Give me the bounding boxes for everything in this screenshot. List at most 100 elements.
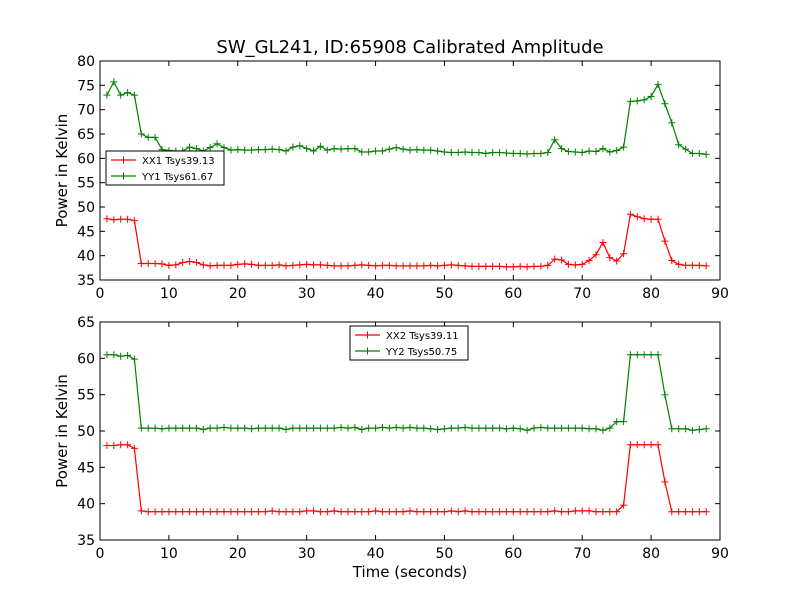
data-point-1-0-64 [544, 508, 552, 516]
data-point-1-1-15 [206, 424, 214, 432]
x-tick-label-1-3: 30 [298, 546, 316, 562]
data-point-1-0-31 [316, 508, 324, 516]
data-point-1-1-48 [434, 426, 442, 433]
x-tick-label-1-5: 50 [436, 546, 454, 562]
data-point-1-1-35 [344, 424, 352, 432]
data-point-1-1-53 [468, 424, 476, 432]
data-point-1-0-69 [578, 507, 586, 515]
data-point-1-1-54 [475, 424, 483, 432]
data-point-1-1-47 [427, 425, 435, 433]
data-point-1-1-36 [351, 423, 359, 431]
data-point-1-0-22 [254, 508, 262, 516]
data-point-0-0-13 [192, 259, 200, 266]
data-point-0-0-52 [461, 262, 469, 270]
data-point-0-1-68 [571, 148, 579, 156]
x-tick-label-1-1: 10 [160, 546, 178, 562]
data-point-0-1-85 [688, 150, 696, 157]
data-point-0-1-23 [261, 146, 269, 154]
data-point-0-1-50 [447, 149, 455, 156]
data-point-0-1-35 [344, 145, 352, 153]
data-point-1-1-22 [254, 424, 262, 432]
data-point-0-0-63 [537, 262, 545, 270]
data-point-1-0-23 [261, 508, 269, 516]
data-point-1-0-58 [502, 508, 510, 516]
data-point-1-0-19 [234, 508, 242, 516]
data-point-0-1-19 [234, 146, 242, 154]
data-point-0-0-54 [475, 262, 483, 270]
data-point-1-0-25 [275, 508, 283, 516]
data-point-1-0-80 [654, 441, 662, 449]
data-point-0-0-5 [137, 260, 145, 267]
data-point-1-1-38 [365, 424, 373, 432]
data-point-0-1-46 [420, 146, 428, 154]
data-point-1-0-5 [137, 507, 145, 515]
data-point-0-0-38 [365, 261, 373, 269]
data-point-0-1-56 [489, 149, 497, 156]
data-point-0-1-80 [654, 80, 662, 88]
legend-label-0-1: YY1 Tsys61.67 [141, 172, 213, 183]
data-point-0-1-66 [558, 145, 566, 153]
data-point-0-0-57 [496, 262, 504, 270]
y-tick-label-1-6: 65 [77, 315, 95, 331]
data-point-0-1-74 [613, 147, 621, 154]
data-point-1-0-3 [124, 441, 132, 449]
data-point-0-1-28 [296, 142, 304, 150]
data-point-1-0-38 [365, 508, 373, 516]
x-tick-label-0-3: 30 [298, 286, 316, 302]
legend-marker-0-1 [120, 172, 127, 180]
data-point-1-1-77 [633, 351, 641, 359]
data-point-0-0-82 [668, 257, 676, 264]
data-point-0-0-53 [468, 262, 476, 270]
data-point-0-0-65 [551, 255, 559, 263]
data-point-0-0-40 [378, 261, 386, 269]
data-point-1-0-33 [330, 507, 338, 515]
data-point-1-0-48 [434, 508, 442, 516]
series-line-0-1 [106, 80, 707, 155]
data-point-0-1-18 [227, 146, 235, 154]
data-point-0-0-45 [413, 262, 421, 270]
data-point-0-0-4 [130, 217, 138, 225]
data-point-1-0-87 [702, 508, 710, 516]
data-point-0-1-25 [275, 146, 283, 154]
data-point-1-1-70 [585, 425, 593, 433]
data-point-1-1-67 [564, 424, 572, 432]
data-point-0-1-86 [695, 150, 703, 157]
data-point-1-0-27 [289, 508, 297, 516]
y-axis-label-0: Power in Kelvin [53, 114, 71, 228]
legend-1: XX2 Tsys39.11 YY2 Tsys50.75 [349, 325, 469, 361]
data-point-0-1-26 [282, 147, 290, 155]
data-point-1-0-86 [695, 508, 703, 516]
data-point-1-1-21 [248, 425, 256, 433]
data-point-1-1-83 [675, 425, 683, 433]
data-point-1-1-85 [688, 426, 696, 434]
data-point-1-1-37 [358, 426, 366, 433]
data-point-1-0-35 [344, 508, 352, 516]
data-point-0-1-36 [351, 145, 359, 153]
y-tick-label-0-3: 50 [77, 200, 95, 216]
top-subplot: 0 10 20 30 40 50 60 70 80 90 35 40 45 50 55 60 65 70 75 80 P… [53, 54, 729, 302]
data-point-0-1-45 [413, 146, 421, 154]
data-point-1-1-26 [282, 426, 290, 433]
data-point-0-0-80 [654, 215, 662, 223]
y-tick-label-0-8: 75 [77, 78, 95, 94]
data-point-1-0-67 [564, 508, 572, 516]
data-point-1-0-83 [675, 508, 683, 516]
data-point-0-0-78 [640, 215, 648, 223]
data-point-1-1-16 [213, 424, 221, 432]
data-point-0-0-60 [516, 262, 524, 270]
data-point-1-0-34 [337, 508, 345, 516]
data-point-0-1-2 [117, 91, 125, 99]
y-tick-label-1-0: 35 [77, 533, 95, 549]
data-point-1-1-24 [268, 424, 276, 432]
x-tick-label-0-7: 70 [573, 286, 591, 302]
data-point-1-1-75 [620, 418, 628, 426]
data-point-0-1-21 [248, 146, 256, 154]
data-point-0-0-15 [206, 262, 214, 270]
data-point-1-1-78 [640, 351, 648, 359]
x-tick-label-0-4: 40 [367, 286, 385, 302]
data-point-1-1-31 [316, 424, 324, 432]
data-point-1-0-71 [592, 508, 600, 516]
data-point-0-1-79 [647, 93, 655, 100]
data-point-0-0-79 [647, 215, 655, 223]
data-point-0-1-3 [124, 89, 132, 97]
